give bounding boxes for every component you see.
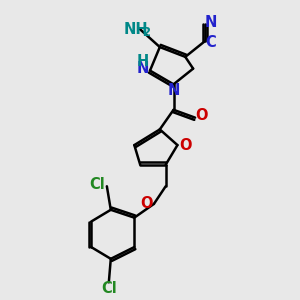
Text: NH: NH bbox=[124, 22, 148, 37]
Text: H: H bbox=[136, 54, 149, 69]
Text: N: N bbox=[167, 83, 180, 98]
Text: C: C bbox=[206, 35, 216, 50]
Text: O: O bbox=[196, 108, 208, 123]
Text: N: N bbox=[205, 15, 217, 30]
Text: N: N bbox=[137, 61, 149, 76]
Text: Cl: Cl bbox=[89, 177, 105, 192]
Text: O: O bbox=[179, 138, 191, 153]
Text: 2: 2 bbox=[142, 26, 150, 39]
Text: Cl: Cl bbox=[101, 281, 117, 296]
Text: O: O bbox=[140, 196, 152, 211]
